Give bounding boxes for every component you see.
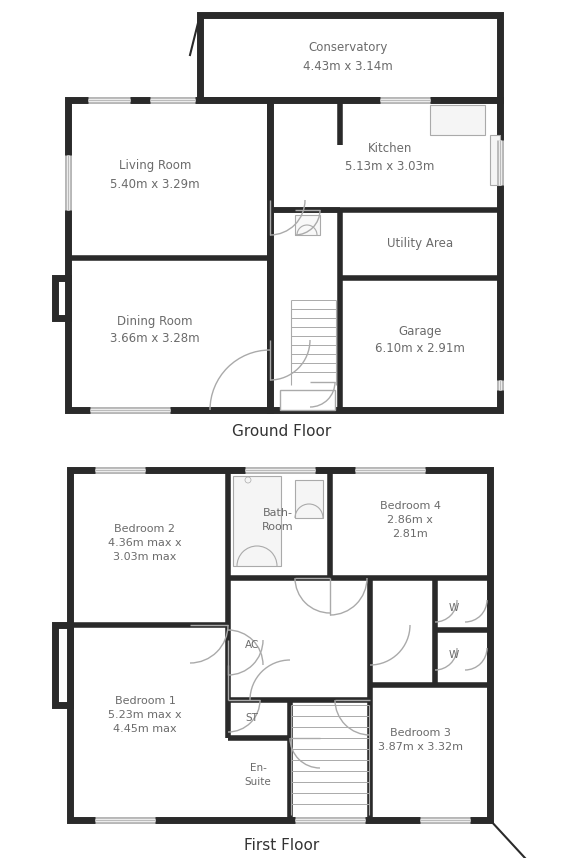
Bar bbox=[490, 135, 500, 185]
Bar bbox=[200, 15, 500, 100]
Text: Ground Floor: Ground Floor bbox=[233, 425, 332, 439]
Text: Dining Room
3.66m x 3.28m: Dining Room 3.66m x 3.28m bbox=[110, 315, 200, 346]
Text: AC: AC bbox=[245, 640, 259, 650]
Bar bbox=[295, 480, 323, 518]
Text: Bedroom 3
3.87m x 3.32m: Bedroom 3 3.87m x 3.32m bbox=[378, 728, 462, 752]
Bar bbox=[233, 476, 281, 566]
Text: Bedroom 2
4.36m max x
3.03m max: Bedroom 2 4.36m max x 3.03m max bbox=[108, 524, 182, 562]
Text: W: W bbox=[449, 650, 459, 660]
Text: Kitchen
5.13m x 3.03m: Kitchen 5.13m x 3.03m bbox=[345, 142, 435, 173]
Text: Garage
6.10m x 2.91m: Garage 6.10m x 2.91m bbox=[375, 324, 465, 355]
Text: Bedroom 4
2.86m x
2.81m: Bedroom 4 2.86m x 2.81m bbox=[379, 501, 440, 539]
Text: Living Room
5.40m x 3.29m: Living Room 5.40m x 3.29m bbox=[110, 160, 200, 190]
Text: Bedroom 1
5.23m max x
4.45m max: Bedroom 1 5.23m max x 4.45m max bbox=[108, 696, 182, 734]
Text: Utility Area: Utility Area bbox=[387, 237, 453, 250]
Bar bbox=[295, 215, 320, 235]
Text: Conservatory
4.43m x 3.14m: Conservatory 4.43m x 3.14m bbox=[303, 41, 393, 72]
Bar bbox=[270, 100, 500, 410]
Text: First Floor: First Floor bbox=[244, 837, 320, 853]
Bar bbox=[280, 390, 335, 410]
Bar bbox=[68, 100, 270, 410]
Bar bbox=[55, 625, 70, 705]
Bar bbox=[55, 278, 68, 318]
Bar bbox=[70, 470, 490, 820]
Text: En-
Suite: En- Suite bbox=[245, 763, 271, 787]
Bar bbox=[430, 105, 485, 135]
Text: ST: ST bbox=[245, 713, 258, 723]
Text: Bath-
Room: Bath- Room bbox=[262, 508, 294, 532]
Text: W: W bbox=[449, 603, 459, 613]
